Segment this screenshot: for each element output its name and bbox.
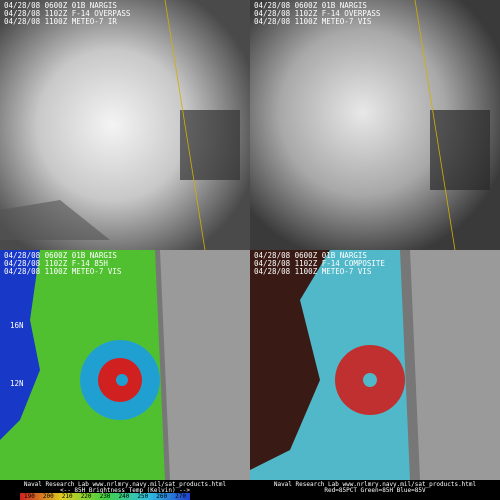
- footer-line: <-- 85H Brightness Temp (Kelvin) -->: [60, 487, 190, 494]
- colorbar-tick: 190: [24, 493, 35, 500]
- colorbar-tick: 220: [81, 493, 92, 500]
- footer-line: Naval Research Lab www.nrlmry.navy.mil/s…: [274, 481, 477, 488]
- lat-label: 16N: [10, 321, 24, 330]
- panel-composite: [250, 250, 500, 500]
- header-line: 04/28/08 1102Z F-14 COMPOSITE: [254, 259, 385, 268]
- header-line: 04/28/08 0600Z 01B NARGIS: [4, 1, 117, 10]
- colorbar-tick: 210: [62, 493, 73, 500]
- header-line: 04/28/08 0600Z 01B NARGIS: [4, 251, 117, 260]
- panel-vis: [250, 0, 500, 251]
- header-line: 04/28/08 1100Z METEO-7 VIS: [4, 267, 122, 276]
- footer-line: Red=85PCT Green=85H Blue=85V: [324, 487, 426, 494]
- header-line: 04/28/08 1102Z F-14 85H: [4, 259, 108, 268]
- colorbar-tick: 200: [43, 493, 54, 500]
- header-line: 04/28/08 1102Z F-14 OVERPASS: [4, 9, 131, 18]
- header-line: 04/28/08 1102Z F-14 OVERPASS: [254, 9, 381, 18]
- footer-line: Naval Research Lab www.nrlmry.navy.mil/s…: [24, 481, 227, 488]
- panel-ir: [0, 0, 250, 251]
- colorbar-tick: 250: [137, 493, 148, 500]
- header-line: 04/28/08 1100Z METEO-7 IR: [4, 17, 117, 26]
- colorbar-tick: 230: [100, 493, 111, 500]
- header-line: 04/28/08 0600Z 01B NARGIS: [254, 1, 367, 10]
- header-line: 04/28/08 1100Z METEO-7 VIS: [254, 267, 372, 276]
- lat-label: 12N: [10, 379, 24, 388]
- header-line: 04/28/08 1100Z METEO-7 VIS: [254, 17, 372, 26]
- panel-85h: [0, 250, 250, 500]
- header-line: 04/28/08 0600Z 01B NARGIS: [254, 251, 367, 260]
- colorbar-tick: 260: [156, 493, 167, 500]
- colorbar-tick: 270: [175, 493, 186, 500]
- colorbar-tick: 240: [118, 493, 129, 500]
